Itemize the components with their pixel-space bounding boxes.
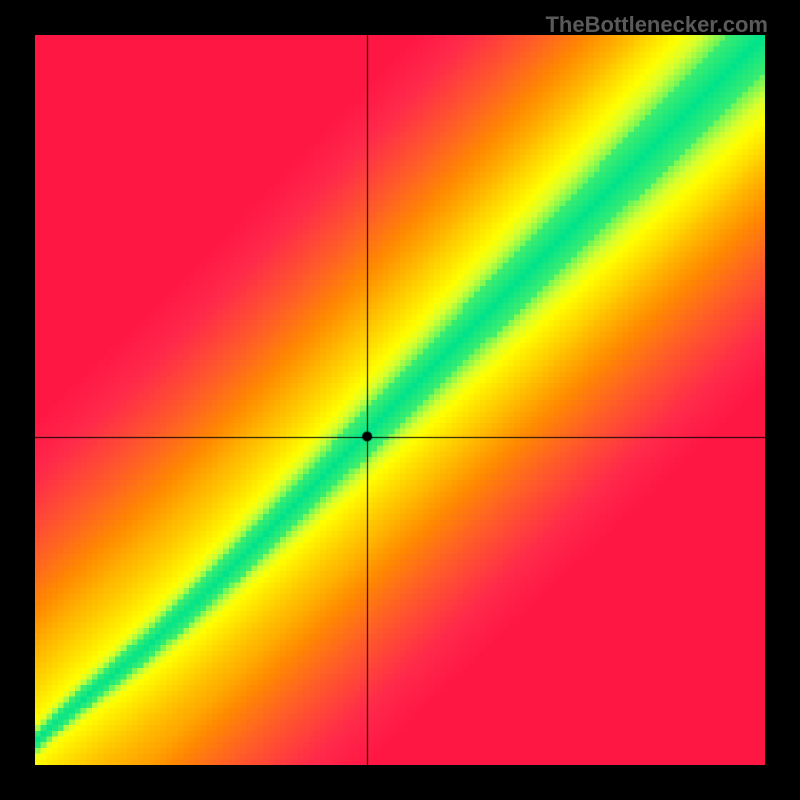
chart-container: TheBottlenecker.com [0,0,800,800]
crosshair-overlay [35,35,765,765]
